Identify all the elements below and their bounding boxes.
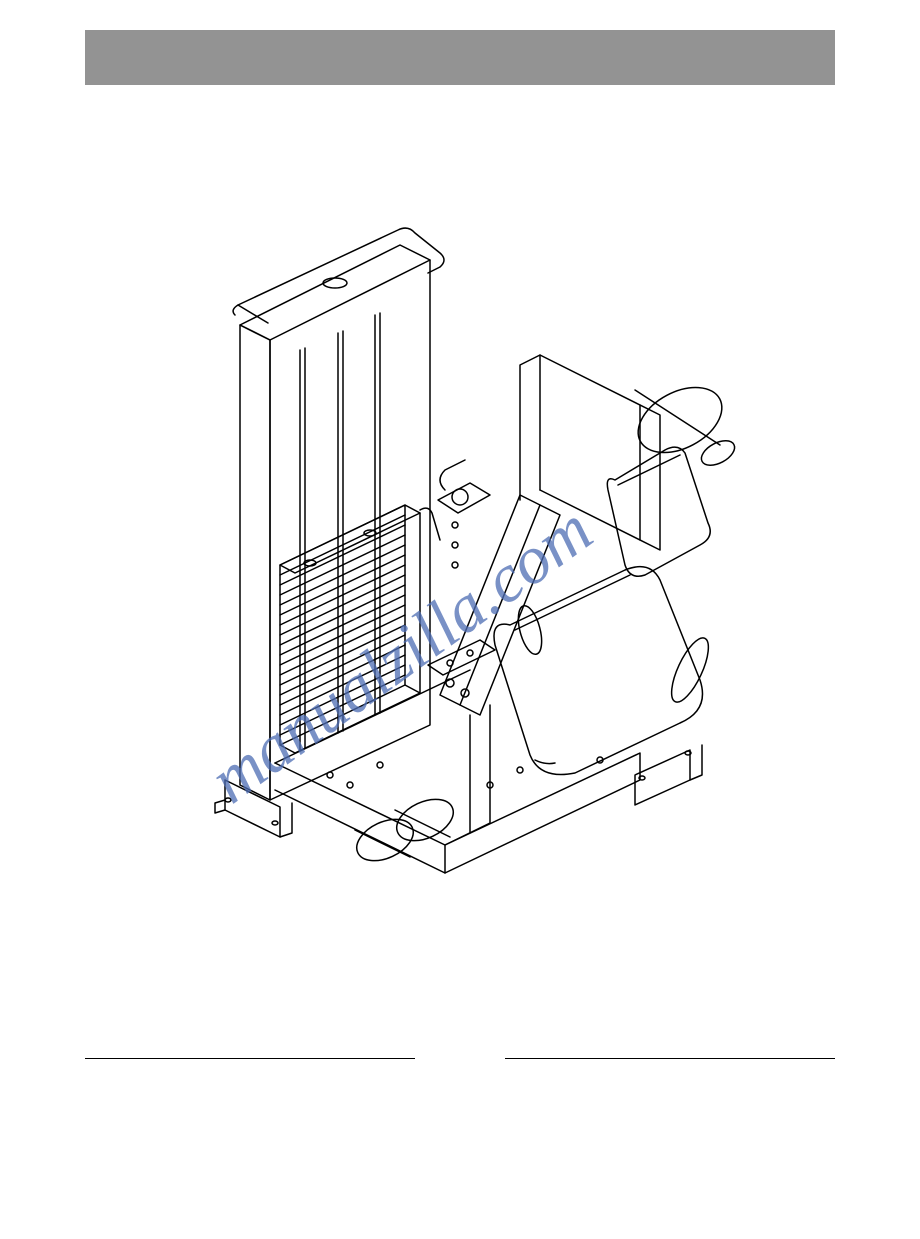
bottom-rule-right (505, 1058, 835, 1059)
bottom-rule-left (85, 1058, 415, 1059)
header-bar (85, 30, 835, 85)
diagram-area: manualzilla.com (85, 165, 835, 945)
bottom-rules-container (85, 1058, 835, 1059)
page-container: manualzilla.com (0, 0, 920, 1239)
equipment-illustration (180, 205, 740, 905)
